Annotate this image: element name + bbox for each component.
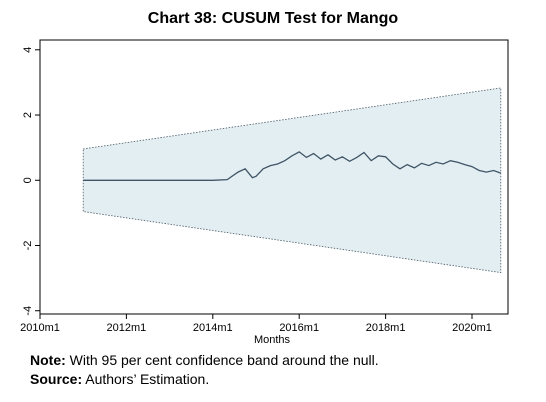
x-tick-label: 2012m1 (107, 322, 147, 334)
source-text: Authors’ Estimation. (82, 371, 210, 387)
chart-title: Chart 38: CUSUM Test for Mango (147, 10, 399, 27)
y-tick-label: 0 (22, 177, 34, 183)
source-line: Source: Authors’ Estimation. (30, 371, 209, 387)
y-tick-label: -4 (22, 306, 34, 316)
y-tick-label: 2 (22, 112, 34, 118)
x-tick-label: 2014m1 (193, 322, 233, 334)
note-label: Note: (30, 352, 66, 368)
y-tick-label: -2 (22, 241, 34, 251)
cusum-line (83, 151, 502, 181)
source-label: Source: (30, 371, 83, 387)
x-tick-label: 2020m1 (452, 322, 492, 334)
x-tick-label: 2018m1 (366, 322, 406, 334)
y-tick-label: 4 (22, 47, 34, 53)
confidence-band (82, 87, 502, 274)
x-tick-label: 2016m1 (279, 322, 319, 334)
note-text: With 95 per cent confidence band around … (65, 352, 379, 368)
x-tick-label: 2010m1 (20, 322, 60, 334)
x-axis: 2010m1 2012m1 2014m1 2016m1 2018m1 2020m1 (20, 314, 492, 334)
plot-frame (39, 39, 509, 315)
x-axis-label: Months (254, 334, 291, 346)
y-axis: -4 -2 0 2 4 (22, 47, 40, 316)
note-line: Note: With 95 per cent confidence band a… (30, 352, 379, 368)
